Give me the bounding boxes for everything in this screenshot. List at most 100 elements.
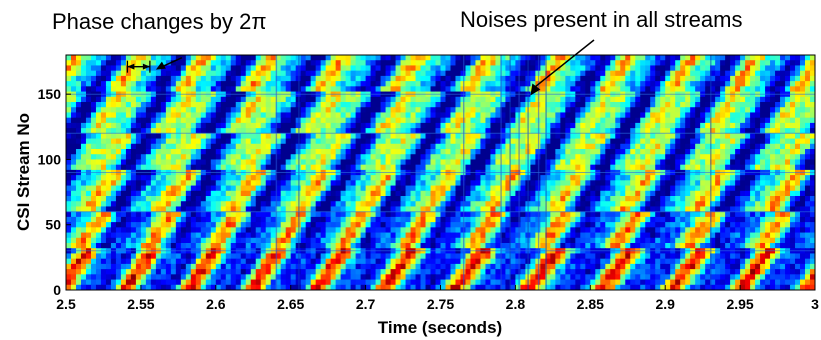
heatmap-cell — [730, 159, 736, 166]
heatmap-cell — [795, 216, 801, 223]
heatmap-cell — [635, 60, 641, 67]
heatmap-cell — [340, 159, 347, 166]
heatmap-cell — [390, 75, 397, 82]
heatmap-cell — [130, 222, 137, 228]
heatmap-cell — [240, 65, 247, 72]
heatmap-cell — [250, 216, 257, 223]
heatmap-cell — [200, 102, 207, 108]
heatmap-cell — [140, 70, 147, 77]
heatmap-cell — [605, 117, 611, 124]
heatmap-cell — [690, 164, 696, 171]
heatmap-cell — [700, 133, 706, 140]
heatmap-cell — [125, 159, 132, 166]
heatmap-cell — [665, 164, 671, 171]
heatmap-cell — [440, 117, 447, 124]
heatmap-cell — [90, 164, 97, 171]
heatmap-cell — [235, 65, 242, 72]
heatmap-cell — [200, 138, 207, 145]
heatmap-cell — [485, 159, 492, 166]
heatmap-cell — [765, 55, 771, 61]
heatmap-cell — [515, 164, 521, 171]
heatmap-cell — [745, 96, 751, 103]
heatmap-cell — [745, 86, 751, 93]
heatmap-cell — [485, 75, 492, 82]
heatmap-cell — [800, 154, 806, 161]
heatmap-cell — [465, 107, 472, 114]
heatmap-cell — [810, 102, 815, 108]
heatmap-cell — [270, 117, 277, 124]
heatmap-cell — [555, 122, 561, 129]
heatmap-cell — [205, 164, 212, 171]
heatmap-cell — [475, 201, 482, 208]
heatmap-cell — [685, 65, 691, 72]
heatmap-cell — [200, 65, 207, 72]
heatmap-cell — [315, 65, 322, 72]
heatmap-cell — [660, 75, 666, 82]
heatmap-cell — [670, 102, 676, 108]
heatmap-cell — [360, 112, 367, 119]
heatmap-cell — [660, 65, 666, 72]
heatmap-cell — [615, 55, 621, 61]
heatmap-cell — [580, 149, 586, 155]
heatmap-cell — [185, 117, 192, 124]
heatmap-cell — [310, 190, 317, 197]
heatmap-cell — [240, 206, 247, 213]
heatmap-cell — [405, 96, 412, 103]
heatmap-cell — [685, 107, 691, 114]
heatmap-cell — [355, 201, 362, 208]
heatmap-cell — [345, 122, 352, 129]
heatmap-cell — [725, 149, 731, 155]
heatmap-cell — [330, 70, 337, 77]
heatmap-cell — [205, 154, 212, 161]
heatmap-cell — [485, 154, 492, 161]
heatmap-cell — [770, 86, 776, 93]
heatmap-cell — [455, 143, 462, 150]
heatmap-cell — [330, 117, 337, 124]
heatmap-cell — [120, 133, 127, 140]
heatmap-cell — [200, 133, 207, 140]
heatmap-cell — [305, 185, 312, 192]
heatmap-cell — [300, 128, 307, 134]
heatmap-cell — [195, 122, 202, 129]
heatmap-cell — [80, 81, 87, 87]
heatmap-cell — [790, 122, 796, 129]
heatmap-cell — [645, 122, 651, 129]
heatmap-cell — [220, 185, 227, 192]
heatmap-cell — [675, 107, 681, 114]
heatmap-cell — [115, 128, 122, 134]
heatmap-cell — [320, 102, 327, 108]
heatmap-cell — [485, 222, 492, 228]
heatmap-cell — [800, 117, 806, 124]
heatmap-cell — [550, 102, 556, 108]
heatmap-cell — [380, 75, 387, 82]
heatmap-cell — [560, 55, 566, 61]
heatmap-cell — [245, 75, 252, 82]
heatmap-cell — [360, 55, 367, 61]
heatmap-cell — [175, 216, 182, 223]
heatmap-cell — [230, 122, 237, 129]
heatmap-cell — [795, 206, 801, 213]
heatmap-cell — [265, 164, 272, 171]
heatmap-cell — [745, 196, 751, 202]
heatmap-cell — [570, 102, 576, 108]
heatmap-cell — [300, 180, 307, 187]
heatmap-cell — [215, 201, 222, 208]
heatmap-cell — [340, 154, 347, 161]
heatmap-cell — [115, 112, 122, 119]
heatmap-cell — [245, 81, 252, 87]
heatmap-cell — [330, 154, 337, 161]
heatmap-cell — [665, 96, 671, 103]
heatmap-cell — [300, 201, 307, 208]
heatmap-cell — [805, 138, 811, 145]
heatmap-cell — [685, 154, 691, 161]
heatmap-cell — [200, 122, 207, 129]
heatmap-cell — [555, 185, 561, 192]
heatmap-cell — [695, 102, 701, 108]
heatmap-cell — [745, 201, 751, 208]
heatmap-cell — [680, 60, 686, 67]
heatmap-cell — [260, 196, 267, 202]
heatmap-cell — [345, 143, 352, 150]
heatmap-cell — [675, 190, 681, 197]
heatmap-cell — [350, 81, 357, 87]
heatmap-cell — [665, 128, 671, 134]
